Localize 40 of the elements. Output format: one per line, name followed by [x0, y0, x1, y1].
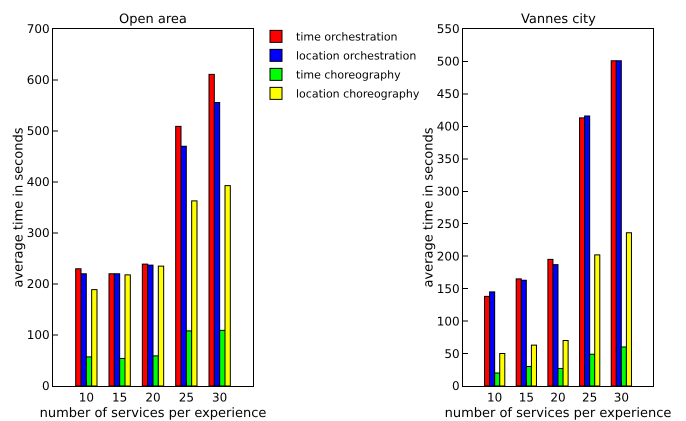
y-tick-label: 400: [436, 120, 460, 134]
y-tick-label: 300: [436, 184, 460, 198]
y-tick-label: 350: [436, 152, 460, 166]
x-axis-title: number of services per experience: [444, 406, 672, 421]
y-tick-label: 450: [436, 87, 460, 102]
legend-label: location orchestration: [296, 50, 416, 63]
y-tick-label: 500: [436, 54, 460, 69]
y-tick-label: 100: [26, 328, 50, 342]
y-tick-label: 400: [26, 175, 50, 190]
legend-label: location choreography: [296, 88, 420, 101]
x-tick-label: 15: [112, 390, 128, 404]
legend-label: time choreography: [296, 68, 402, 82]
y-tick-label: 200: [436, 249, 460, 264]
x-tick-label: 30: [614, 390, 629, 404]
y-tick-label: 0: [42, 379, 50, 394]
x-tick-label: 10: [487, 390, 502, 404]
x-tick-label: 25: [178, 390, 194, 404]
y-tick-label: 100: [436, 314, 460, 328]
x-tick-label: 10: [78, 390, 94, 404]
y-tick-label: 200: [26, 277, 50, 292]
x-tick-label: 20: [145, 390, 161, 404]
y-tick-label: 500: [26, 124, 50, 138]
x-tick-label: 20: [550, 390, 566, 404]
y-tick-label: 600: [26, 73, 50, 88]
chart-title: Vannes city: [521, 12, 596, 27]
x-tick-label: 15: [518, 390, 534, 404]
x-tick-label: 25: [582, 390, 598, 404]
y-tick-label: 0: [452, 379, 460, 394]
y-tick-label: 50: [444, 346, 460, 361]
y-tick-label: 550: [436, 22, 460, 36]
x-tick-label: 30: [212, 390, 228, 404]
y-tick-label: 250: [436, 216, 460, 231]
chart-title: Open area: [119, 12, 187, 27]
y-tick-label: 150: [436, 282, 460, 296]
legend-label: time orchestration: [296, 30, 398, 44]
y-tick-label: 700: [26, 22, 50, 36]
y-tick-label: 300: [26, 226, 50, 240]
x-axis-title: number of services per experience: [40, 406, 266, 421]
y-axis-title: average time in seconds: [422, 127, 437, 288]
y-axis-title: average time in seconds: [12, 127, 27, 288]
